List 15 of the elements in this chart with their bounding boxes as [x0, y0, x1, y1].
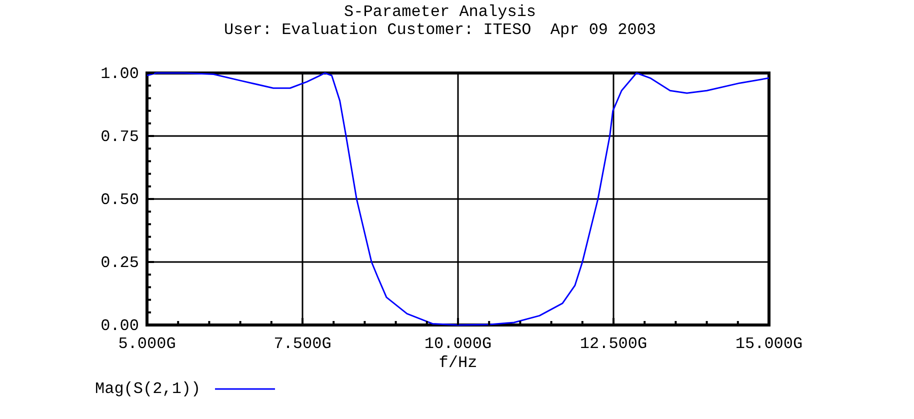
y-tick-label: 0.75: [100, 128, 139, 146]
x-tick-label: 5.000G: [118, 335, 176, 353]
chart-subtitle: User: Evaluation Customer: ITESO Apr 09 2003: [224, 21, 656, 39]
y-tick-label: 0.00: [100, 317, 139, 335]
legend-label: Mag(S(2,1)): [95, 380, 201, 398]
x-tick-label: 12.500G: [580, 335, 648, 353]
x-tick-label: 10.000G: [424, 335, 492, 353]
x-tick-label: 7.500G: [274, 335, 332, 353]
chart-title: S-Parameter Analysis: [344, 3, 536, 21]
y-tick-label: 1.00: [100, 65, 139, 83]
x-axis-title: f/Hz: [438, 354, 478, 372]
y-tick-label: 0.50: [100, 191, 139, 209]
line-series: [146, 72, 770, 326]
y-tick-label: 0.25: [100, 254, 139, 272]
x-tick-label: 15.000G: [735, 335, 803, 353]
